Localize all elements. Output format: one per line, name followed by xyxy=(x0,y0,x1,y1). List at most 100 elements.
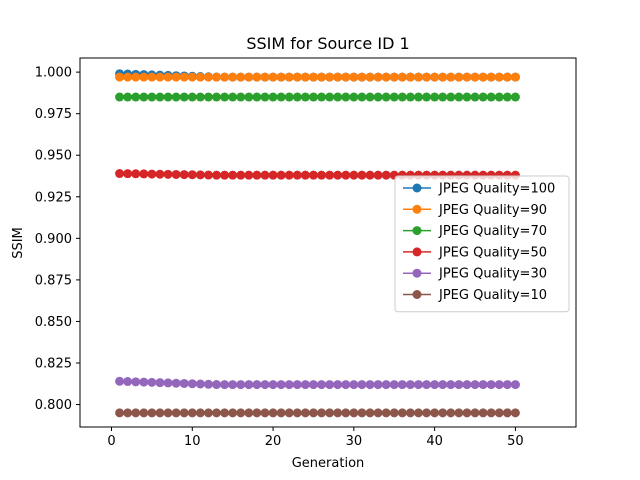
data-point xyxy=(333,408,343,418)
legend-swatch-marker xyxy=(412,183,422,193)
legend: JPEG Quality=100 JPEG Quality=90 JPEG Qual… xyxy=(394,175,570,313)
data-point xyxy=(389,408,399,418)
data-point xyxy=(300,92,310,102)
data-point xyxy=(163,378,173,388)
legend-swatch-marker xyxy=(412,204,422,214)
data-point xyxy=(155,378,165,388)
data-point xyxy=(454,92,464,102)
data-point xyxy=(308,408,318,418)
data-point xyxy=(317,408,327,418)
data-point xyxy=(325,170,335,180)
data-point xyxy=(212,92,222,102)
data-point xyxy=(244,72,254,82)
data-point xyxy=(236,72,246,82)
data-point xyxy=(341,408,351,418)
data-point xyxy=(446,380,456,390)
data-point xyxy=(203,92,213,102)
data-point xyxy=(276,380,286,390)
data-point xyxy=(179,170,189,180)
data-point xyxy=(365,380,375,390)
data-point xyxy=(276,170,286,180)
data-point xyxy=(276,408,286,418)
data-point xyxy=(317,92,327,102)
data-point xyxy=(228,408,238,418)
data-point xyxy=(115,72,125,82)
data-point xyxy=(389,72,399,82)
data-point xyxy=(357,92,367,102)
plot-marks xyxy=(115,69,520,418)
data-point xyxy=(228,72,238,82)
data-point xyxy=(470,380,480,390)
data-point xyxy=(341,380,351,390)
series-2 xyxy=(115,72,520,82)
data-point xyxy=(373,408,383,418)
x-axis-label: Generation xyxy=(292,456,365,471)
data-point xyxy=(365,408,375,418)
data-point xyxy=(179,378,189,388)
data-point xyxy=(510,408,520,418)
data-point xyxy=(163,408,173,418)
data-point xyxy=(147,72,157,82)
data-point xyxy=(220,170,230,180)
y-tick-label: 0.950 xyxy=(35,149,72,164)
data-point xyxy=(260,408,270,418)
y-tick-label: 0.850 xyxy=(35,315,72,330)
data-point xyxy=(349,92,359,102)
data-point xyxy=(486,92,496,102)
data-point xyxy=(357,72,367,82)
y-axis-label: SSIM xyxy=(11,227,26,259)
data-point xyxy=(187,379,197,389)
data-point xyxy=(123,169,133,179)
data-point xyxy=(422,92,432,102)
data-point xyxy=(486,408,496,418)
data-point xyxy=(325,380,335,390)
data-point xyxy=(494,92,504,102)
data-point xyxy=(284,170,294,180)
data-point xyxy=(212,408,222,418)
data-point xyxy=(228,170,238,180)
data-point xyxy=(284,408,294,418)
data-point xyxy=(462,72,472,82)
data-point xyxy=(187,72,197,82)
data-point xyxy=(260,380,270,390)
data-point xyxy=(381,408,391,418)
data-point xyxy=(147,92,157,102)
legend-item: JPEG Quality=50 xyxy=(403,245,547,260)
x-axis: 0 10 20 30 40 50 xyxy=(107,427,524,449)
legend-swatch-marker xyxy=(412,290,422,299)
data-point xyxy=(276,92,286,102)
data-point xyxy=(502,408,512,418)
data-point xyxy=(349,72,359,82)
data-point xyxy=(478,380,488,390)
data-point xyxy=(405,408,415,418)
data-point xyxy=(171,378,181,388)
data-point xyxy=(478,72,488,82)
data-point xyxy=(438,72,448,82)
data-point xyxy=(413,72,423,82)
y-axis: 0.800 0.825 0.850 0.875 0.900 0.925 0.950 0.975… xyxy=(35,66,80,413)
data-point xyxy=(147,377,157,387)
data-point xyxy=(510,72,520,82)
data-point xyxy=(373,92,383,102)
data-point xyxy=(195,92,205,102)
data-point xyxy=(462,408,472,418)
data-point xyxy=(381,380,391,390)
data-point xyxy=(179,92,189,102)
data-point xyxy=(292,408,302,418)
data-point xyxy=(187,408,197,418)
data-point xyxy=(212,170,222,180)
data-point xyxy=(413,408,423,418)
data-point xyxy=(292,380,302,390)
data-point xyxy=(139,72,149,82)
legend-label: JPEG Quality=30 xyxy=(438,267,547,282)
data-point xyxy=(131,92,141,102)
data-point xyxy=(357,408,367,418)
data-point xyxy=(268,72,278,82)
series-3 xyxy=(115,92,520,102)
y-tick-label: 0.975 xyxy=(35,107,72,122)
data-point xyxy=(131,72,141,82)
data-point xyxy=(268,380,278,390)
data-point xyxy=(510,380,520,390)
data-point xyxy=(381,92,391,102)
data-point xyxy=(438,380,448,390)
